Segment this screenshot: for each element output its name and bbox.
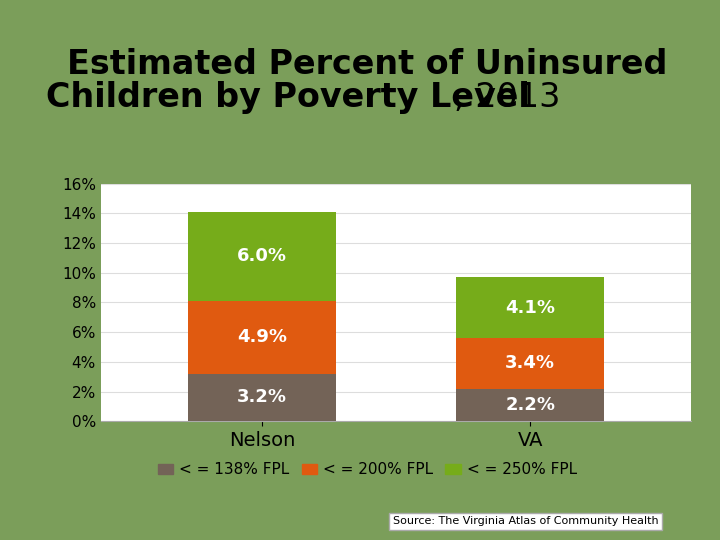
- Bar: [456, 389, 604, 421]
- Text: Source: The Virginia Atlas of Community Health: Source: The Virginia Atlas of Community …: [393, 516, 658, 526]
- Text: 4.1%: 4.1%: [505, 299, 555, 316]
- Text: 4.9%: 4.9%: [237, 328, 287, 346]
- Bar: [456, 277, 604, 338]
- Text: 3.2%: 3.2%: [237, 388, 287, 407]
- Text: 6.0%: 6.0%: [237, 247, 287, 265]
- Bar: [188, 212, 336, 301]
- Legend: < = 138% FPL, < = 200% FPL, < = 250% FPL: < = 138% FPL, < = 200% FPL, < = 250% FPL: [151, 456, 583, 483]
- Text: , 2013: , 2013: [454, 80, 561, 114]
- Text: 3.4%: 3.4%: [505, 354, 555, 372]
- Text: Estimated Percent of Uninsured: Estimated Percent of Uninsured: [67, 48, 667, 82]
- Bar: [188, 374, 336, 421]
- Text: 2.2%: 2.2%: [505, 396, 555, 414]
- Text: Children by Poverty Level: Children by Poverty Level: [46, 80, 530, 114]
- Bar: [188, 301, 336, 374]
- Bar: [456, 338, 604, 389]
